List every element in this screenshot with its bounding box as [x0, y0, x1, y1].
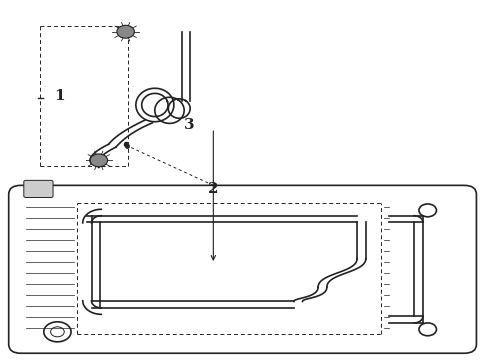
Circle shape	[90, 154, 108, 167]
Text: 3: 3	[184, 118, 194, 132]
Text: 2: 2	[208, 182, 219, 196]
Circle shape	[117, 25, 134, 38]
FancyBboxPatch shape	[24, 180, 53, 198]
Text: 1: 1	[54, 89, 65, 103]
